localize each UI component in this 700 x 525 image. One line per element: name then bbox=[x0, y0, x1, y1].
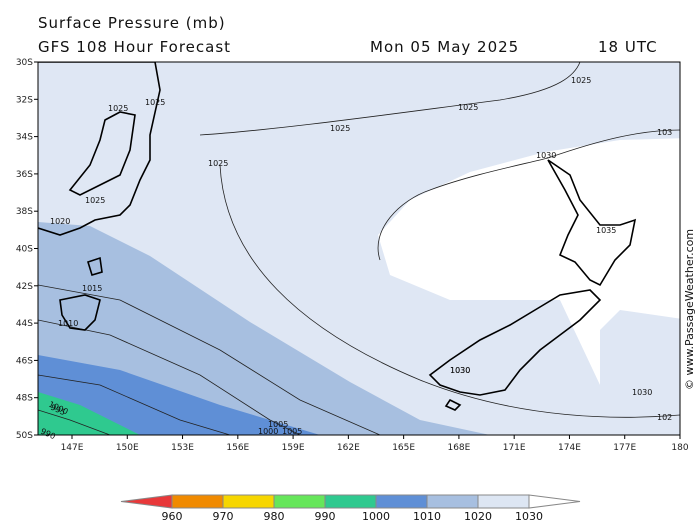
isobar bbox=[219, 164, 680, 418]
isobar-label: 1030 bbox=[632, 388, 652, 397]
colorbar-segment bbox=[222, 494, 275, 509]
colorbar-label: 1010 bbox=[413, 510, 441, 523]
isobar-label: 1000 bbox=[258, 427, 278, 436]
isobar-label: 102 bbox=[657, 413, 672, 422]
lon-label: 162E bbox=[337, 443, 360, 453]
colorbar-segment bbox=[375, 494, 428, 509]
colorbar-end bbox=[528, 494, 581, 509]
isobar-label: 1015 bbox=[82, 284, 102, 293]
band-990 bbox=[38, 392, 140, 435]
isobar bbox=[377, 157, 549, 261]
high-zone bbox=[378, 138, 680, 385]
lat-label: 38S bbox=[16, 207, 33, 217]
coast bbox=[59, 294, 101, 331]
colorbar-segment bbox=[477, 494, 530, 509]
isobar bbox=[38, 284, 381, 435]
isobar-label: 1025 bbox=[108, 104, 128, 113]
isobar bbox=[38, 409, 111, 435]
lat-label: 36S bbox=[16, 170, 33, 180]
lat-label: 44S bbox=[16, 319, 33, 329]
isobar-label: 103 bbox=[657, 128, 672, 137]
isobar-label: 1010 bbox=[58, 319, 78, 328]
colorbar-label: 1030 bbox=[515, 510, 543, 523]
lat-label: 48S bbox=[16, 394, 33, 404]
isobar-label: 1005 bbox=[268, 420, 288, 429]
coast bbox=[428, 289, 602, 396]
title: Surface Pressure (mb) bbox=[38, 14, 226, 32]
isobar-label: 1030 bbox=[536, 151, 556, 160]
isobar-label: 1005 bbox=[282, 427, 302, 436]
lon-label: 180 bbox=[671, 443, 688, 453]
colorbar-segment bbox=[273, 494, 326, 509]
isobar-label: 1025 bbox=[208, 159, 228, 168]
isobar-label: 1030 bbox=[450, 366, 470, 375]
lat-label: 32S bbox=[16, 95, 33, 105]
colorbar-label: 960 bbox=[162, 510, 183, 523]
isobar-label: 1025 bbox=[85, 196, 105, 205]
lat-label: 42S bbox=[16, 282, 33, 292]
isobar-label: 1020 bbox=[50, 217, 70, 226]
colorbar-segment bbox=[324, 494, 377, 509]
isobar-label: 1025 bbox=[145, 98, 165, 107]
band-1000 bbox=[38, 355, 320, 435]
lon-label: 165E bbox=[392, 443, 415, 453]
colorbar-label: 970 bbox=[213, 510, 234, 523]
isobar bbox=[547, 129, 680, 159]
lon-label: 159E bbox=[282, 443, 305, 453]
lat-label: 30S bbox=[16, 58, 33, 68]
coast bbox=[444, 398, 462, 411]
coast bbox=[38, 62, 161, 236]
coast bbox=[547, 159, 637, 287]
colorbar-segment bbox=[426, 494, 479, 509]
isobar-label: 1035 bbox=[596, 226, 616, 235]
colorbar-label: 990 bbox=[315, 510, 336, 523]
isobar bbox=[38, 374, 231, 435]
lon-label: 147E bbox=[61, 443, 84, 453]
coast bbox=[87, 256, 103, 276]
lon-label: 150E bbox=[116, 443, 139, 453]
lat-label: 46S bbox=[16, 356, 33, 366]
lat-label: 34S bbox=[16, 133, 33, 143]
isobar-label: 1030 bbox=[450, 366, 470, 375]
colorbar-end bbox=[120, 494, 173, 509]
lon-label: 177E bbox=[613, 443, 636, 453]
map-area bbox=[38, 62, 680, 435]
time: 18 UTC bbox=[598, 38, 658, 56]
coast bbox=[68, 111, 136, 196]
colorbar-label: 1000 bbox=[362, 510, 390, 523]
colorbar-label: 1020 bbox=[464, 510, 492, 523]
isobar-label: 1025 bbox=[330, 124, 350, 133]
isobar-label: 1025 bbox=[571, 76, 591, 85]
subtitle: GFS 108 Hour Forecast bbox=[38, 38, 231, 56]
lon-label: 174E bbox=[558, 443, 581, 453]
isobar bbox=[199, 62, 581, 136]
isobar-label: 1025 bbox=[458, 103, 478, 112]
colorbar-segment bbox=[171, 494, 224, 509]
lon-label: 156E bbox=[226, 443, 249, 453]
date: Mon 05 May 2025 bbox=[370, 38, 519, 56]
lat-label: 50S bbox=[16, 431, 33, 441]
lon-label: 168E bbox=[447, 443, 470, 453]
lat-label: 40S bbox=[16, 245, 33, 255]
lon-label: 153E bbox=[171, 443, 194, 453]
lon-label: 171E bbox=[503, 443, 526, 453]
watermark: © www.PassageWeather.com bbox=[683, 229, 696, 390]
colorbar-label: 980 bbox=[264, 510, 285, 523]
